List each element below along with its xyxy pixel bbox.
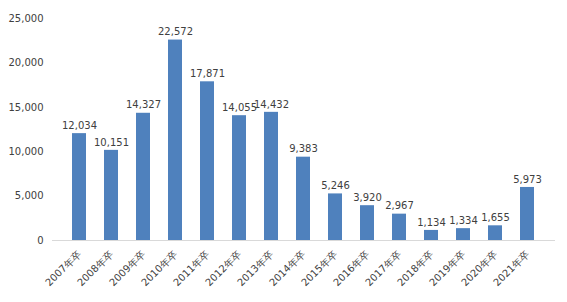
svg-text:5,246: 5,246	[321, 180, 350, 191]
svg-text:2018年卒: 2018年卒	[395, 248, 436, 289]
svg-text:14,327: 14,327	[126, 99, 161, 110]
svg-text:2016年卒: 2016年卒	[331, 248, 372, 289]
svg-text:17,871: 17,871	[190, 68, 225, 79]
svg-text:0: 0	[37, 235, 43, 246]
svg-text:2007年卒: 2007年卒	[43, 248, 84, 289]
svg-text:1,334: 1,334	[449, 215, 478, 226]
svg-text:2011年卒: 2011年卒	[171, 248, 212, 289]
svg-text:2010年卒: 2010年卒	[139, 248, 180, 289]
svg-text:2013年卒: 2013年卒	[235, 248, 276, 289]
svg-text:25,000: 25,000	[9, 13, 44, 24]
svg-text:22,572: 22,572	[158, 26, 193, 37]
svg-text:2,967: 2,967	[385, 200, 414, 211]
svg-text:2009年卒: 2009年卒	[107, 248, 148, 289]
svg-text:2015年卒: 2015年卒	[299, 248, 340, 289]
svg-text:1,134: 1,134	[417, 217, 446, 228]
svg-text:2012年卒: 2012年卒	[203, 248, 244, 289]
svg-text:2014年卒: 2014年卒	[267, 248, 308, 289]
svg-text:3,920: 3,920	[353, 192, 382, 203]
svg-text:2017年卒: 2017年卒	[363, 248, 404, 289]
svg-text:2021年卒: 2021年卒	[491, 248, 531, 288]
svg-text:5,973: 5,973	[513, 174, 542, 185]
svg-text:1,655: 1,655	[481, 212, 510, 223]
svg-text:20,000: 20,000	[9, 57, 44, 68]
svg-text:15,000: 15,000	[9, 102, 44, 113]
svg-text:12,034: 12,034	[62, 120, 97, 131]
svg-text:2019年卒: 2019年卒	[427, 248, 468, 289]
svg-text:5,000: 5,000	[15, 190, 44, 201]
svg-text:14,055: 14,055	[222, 102, 257, 113]
svg-text:2008年卒: 2008年卒	[75, 248, 116, 289]
svg-text:14,432: 14,432	[254, 99, 289, 110]
svg-text:2020年卒: 2020年卒	[459, 248, 500, 289]
svg-text:10,151: 10,151	[94, 137, 129, 148]
svg-text:10,000: 10,000	[9, 146, 44, 157]
svg-text:9,383: 9,383	[289, 143, 318, 154]
